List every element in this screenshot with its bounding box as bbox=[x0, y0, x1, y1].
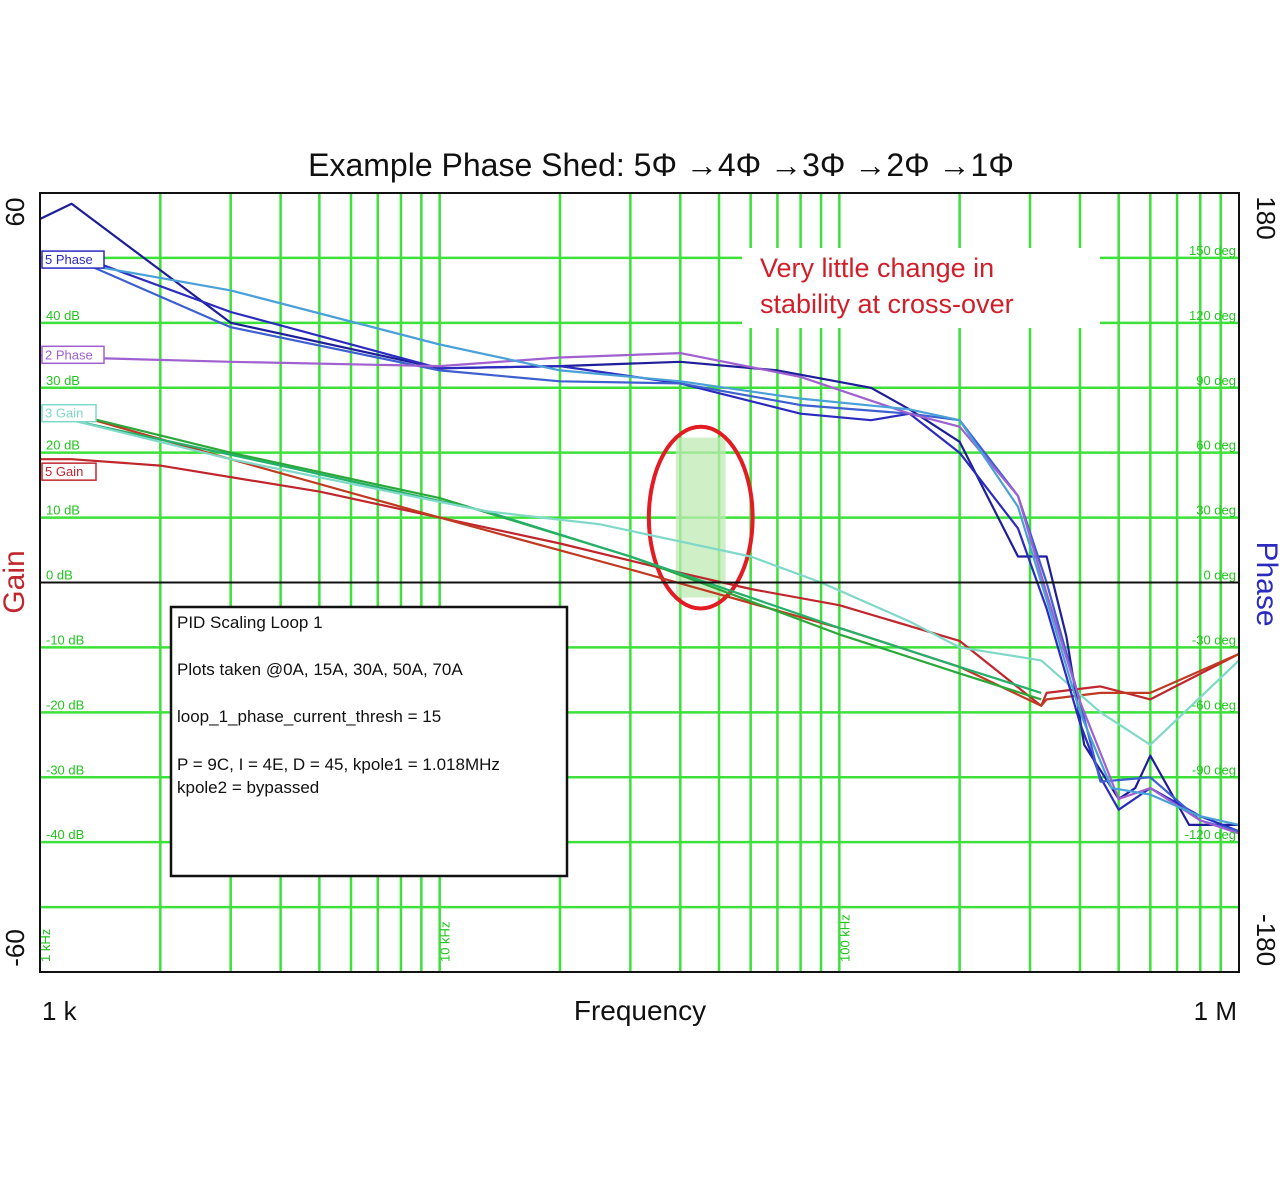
series-tag-box bbox=[41, 250, 105, 269]
phase-tick-label: 30 deg bbox=[1196, 503, 1236, 518]
frequency-marker-label: 100 kHz bbox=[837, 914, 852, 962]
series-line-8 bbox=[40, 256, 1240, 833]
gain-tick-label: -20 dB bbox=[46, 697, 84, 712]
phase-tick-label: -30 deg bbox=[1192, 632, 1236, 647]
series-line-1 bbox=[40, 458, 1240, 707]
x-tick-label-min: 1 k bbox=[42, 996, 78, 1026]
x-tick-label-max: 1 M bbox=[1194, 996, 1237, 1026]
x-axis-title: Frequency bbox=[574, 995, 706, 1026]
phase-min-label: -180 bbox=[1251, 914, 1280, 966]
gain-tick-label: -30 dB bbox=[46, 762, 84, 777]
annotation-line-1: Very little change in bbox=[760, 253, 994, 283]
gain-axis-title: Gain bbox=[0, 550, 31, 613]
crossover-ellipse bbox=[646, 424, 755, 611]
series-line-9 bbox=[39, 352, 1240, 835]
series-tag-box bbox=[41, 403, 97, 423]
gain-tick-label: 10 dB bbox=[46, 503, 80, 518]
chart-title: Example Phase Shed: 5Φ →4Φ →3Φ →2Φ →1Φ bbox=[308, 147, 1014, 183]
phase-tick-label: 90 deg bbox=[1196, 373, 1236, 388]
phase-tick-label: -90 deg bbox=[1192, 762, 1236, 777]
series-tag-label: 5 Phase bbox=[45, 252, 93, 267]
info-box-line-1: Plots taken @0A, 15A, 30A, 50A, 70A bbox=[177, 660, 463, 679]
info-box-line-4: kpole2 = bypassed bbox=[177, 778, 319, 797]
info-box-title: PID Scaling Loop 1 bbox=[177, 613, 323, 632]
series-line-7 bbox=[39, 252, 1240, 833]
info-box-line-2: loop_1_phase_current_thresh = 15 bbox=[177, 707, 441, 726]
series-tag-box bbox=[41, 345, 105, 365]
series-group bbox=[39, 202, 1240, 835]
info-box-line-3: P = 9C, I = 4E, D = 45, kpole1 = 1.018MH… bbox=[177, 755, 500, 774]
series-tag-label: 3 Gain bbox=[45, 406, 83, 421]
info-box bbox=[169, 605, 569, 878]
plot-frame bbox=[39, 192, 1240, 973]
gain-tick-label: 20 dB bbox=[46, 438, 80, 453]
phase-tick-label: -120 deg bbox=[1185, 827, 1236, 842]
gain-tick-label: -10 dB bbox=[46, 632, 84, 647]
crossover-fill bbox=[675, 437, 726, 598]
inner-labels: 40 dB 30 dB 20 dB 10 dB 0 dB -10 dB -20 dB -30 … bbox=[38, 243, 1236, 962]
phase-tick-label: 60 deg bbox=[1196, 438, 1236, 453]
gain-tick-label: 0 dB bbox=[46, 568, 73, 583]
series-line-10 bbox=[39, 256, 1240, 826]
phase-tick-label: -60 deg bbox=[1192, 697, 1236, 712]
series-tag-label: 2 Phase bbox=[45, 347, 93, 362]
phase-axis-title: Phase bbox=[1250, 541, 1280, 626]
crossover-highlight bbox=[646, 424, 755, 611]
gain-tick-label: 40 dB bbox=[46, 308, 80, 323]
phase-tick-label: 120 deg bbox=[1189, 308, 1236, 323]
phase-tick-label: 0 deg bbox=[1203, 568, 1236, 583]
series-tag-box bbox=[41, 462, 97, 481]
annotation-background bbox=[742, 248, 1100, 328]
gain-tick-label: -40 dB bbox=[46, 827, 84, 842]
series-tag-label: 5 Gain bbox=[45, 464, 83, 479]
phase-tick-label: 150 deg bbox=[1189, 243, 1236, 258]
gain-max-label: 60 bbox=[0, 198, 30, 227]
annotation-line-2: stability at cross-over bbox=[760, 289, 1014, 319]
gain-min-label: -60 bbox=[0, 929, 30, 967]
gain-tick-label: 30 dB bbox=[46, 373, 80, 388]
frequency-marker-label: 10 kHz bbox=[438, 922, 453, 962]
frequency-marker-label: 1 kHz bbox=[38, 929, 53, 962]
phase-max-label: 180 bbox=[1251, 196, 1280, 239]
